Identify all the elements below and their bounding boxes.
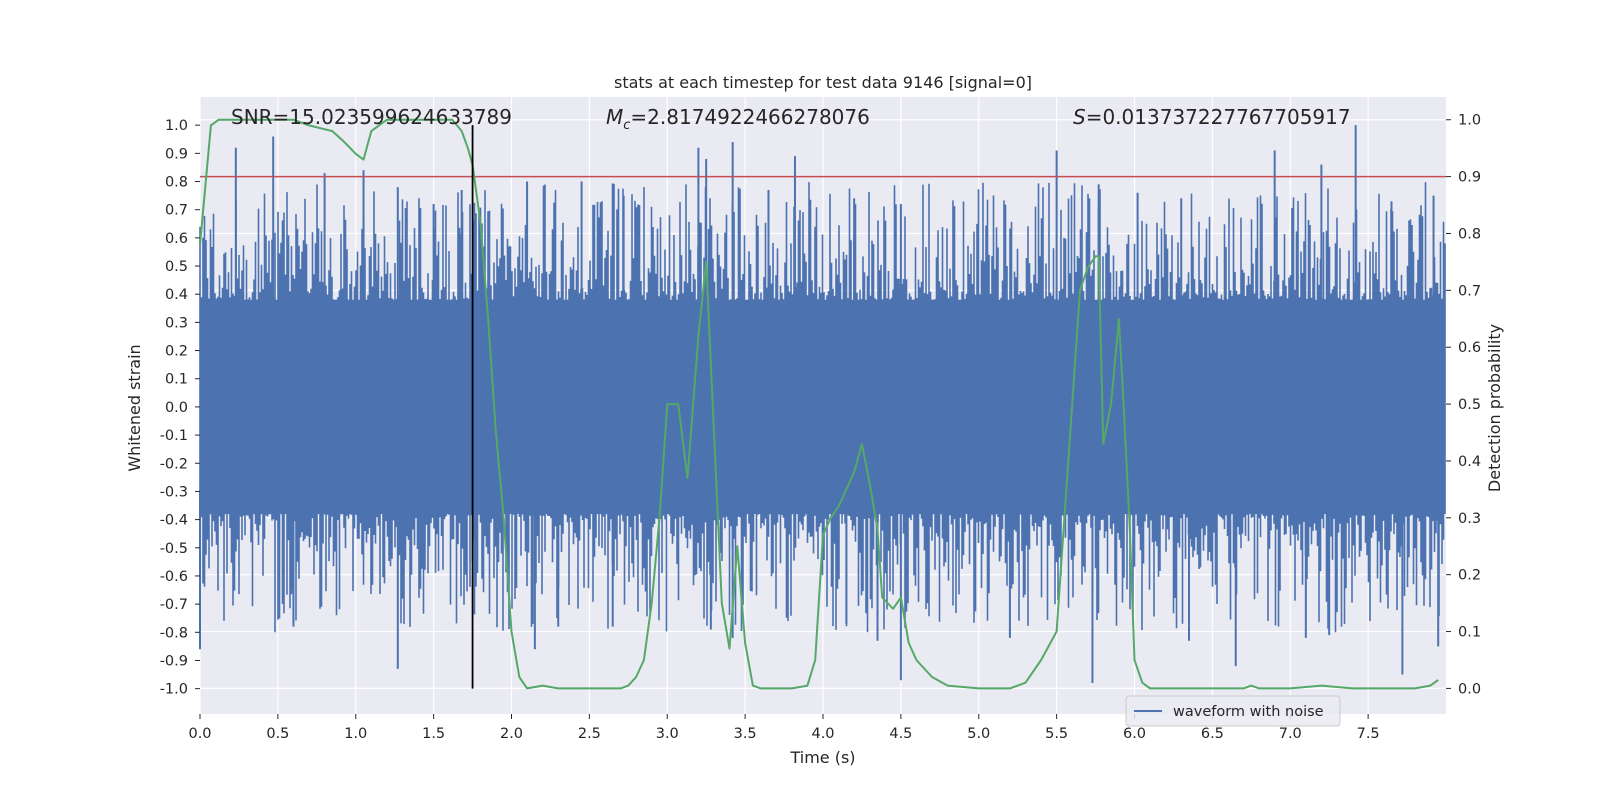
snr-annotation: SNR=15.023599624633789 xyxy=(231,105,512,129)
y2-tick-label: 1.0 xyxy=(1458,113,1481,129)
y2-axis-label: Detection probability xyxy=(1485,324,1504,492)
y-tick-label: 0.9 xyxy=(165,146,188,162)
y2-tick-label: 0.2 xyxy=(1458,568,1481,584)
y-axis-label: Whitened strain xyxy=(125,344,144,471)
y-tick-label: 0.0 xyxy=(165,400,188,416)
x-tick-label: 2.5 xyxy=(578,726,601,742)
y-tick-label: -0.1 xyxy=(160,428,188,444)
y2-tick-label: 0.8 xyxy=(1458,226,1481,242)
y-tick-label: 1.0 xyxy=(165,118,188,134)
x-tick-label: 7.0 xyxy=(1279,726,1302,742)
legend-box xyxy=(1125,695,1341,727)
y-tick-label: -0.7 xyxy=(160,597,188,613)
y-tick-label: 0.7 xyxy=(165,203,188,219)
y-tick-label: 0.2 xyxy=(165,344,188,360)
chart-title: stats at each timestep for test data 914… xyxy=(614,73,1032,92)
y-tick-label: 0.8 xyxy=(165,175,188,191)
y-tick-label: -0.4 xyxy=(160,513,188,529)
mc-subscript: c xyxy=(623,118,630,133)
x-tick-label: 7.5 xyxy=(1357,726,1380,742)
y2-tick-label: 0.0 xyxy=(1458,681,1481,697)
s-value: =0.013737227767705917 xyxy=(1086,105,1351,129)
x-tick-label: 4.5 xyxy=(889,726,912,742)
y-tick-label: -0.3 xyxy=(160,484,188,500)
y-tick-label: 0.3 xyxy=(165,315,188,331)
axis-ticks: 0.0 0.5 1.0 1.5 2.0 2.5 3.0 3.5 4.0 4.5 5.0 5.5 6.0 6… xyxy=(160,113,1481,742)
y2-tick-label: 0.4 xyxy=(1458,454,1481,470)
overlay-lines xyxy=(199,118,1446,690)
x-axis-label: Time (s) xyxy=(789,748,855,767)
y-tick-label: -0.8 xyxy=(160,625,188,641)
waveform-with-noise-series xyxy=(199,125,1446,684)
y2-tick-label: 0.7 xyxy=(1458,283,1481,299)
x-tick-label: 0.0 xyxy=(188,726,211,742)
y-tick-label: -0.9 xyxy=(160,653,188,669)
x-tick-label: 1.5 xyxy=(422,726,445,742)
detection-probability-line xyxy=(199,118,1439,690)
y-tick-label: -0.5 xyxy=(160,541,188,557)
x-tick-label: 2.0 xyxy=(500,726,523,742)
x-tick-label: 5.0 xyxy=(967,726,990,742)
x-tick-label: 3.5 xyxy=(734,726,757,742)
y-tick-label: -0.6 xyxy=(160,569,188,585)
y2-tick-label: 0.5 xyxy=(1458,397,1481,413)
y-tick-label: 0.1 xyxy=(165,372,188,388)
s-symbol: S xyxy=(1073,105,1086,129)
mc-annotation: Mc=2.8174922466278076 xyxy=(606,105,870,133)
y-tick-label: -1.0 xyxy=(160,682,188,698)
x-tick-label: 6.5 xyxy=(1201,726,1224,742)
legend: waveform with noise xyxy=(1125,695,1341,727)
y2-tick-label: 0.3 xyxy=(1458,511,1481,527)
mc-value: =2.8174922466278076 xyxy=(630,105,869,129)
x-tick-label: 5.5 xyxy=(1045,726,1068,742)
y2-tick-label: 0.6 xyxy=(1458,340,1481,356)
mc-symbol: M xyxy=(606,105,623,129)
x-tick-label: 3.0 xyxy=(656,726,679,742)
y-tick-label: -0.2 xyxy=(160,456,188,472)
legend-entry-waveform: waveform with noise xyxy=(1173,704,1324,720)
x-tick-label: 6.0 xyxy=(1123,726,1146,742)
y2-tick-label: 0.9 xyxy=(1458,170,1481,186)
x-tick-label: 0.5 xyxy=(266,726,289,742)
y-tick-label: 0.6 xyxy=(165,231,188,247)
y-tick-label: 0.5 xyxy=(165,259,188,275)
waveform-noise-body xyxy=(199,182,1446,633)
s-annotation: S=0.013737227767705917 xyxy=(1073,105,1351,129)
y2-tick-label: 0.1 xyxy=(1458,625,1481,641)
y-tick-label: 0.4 xyxy=(165,287,188,303)
x-tick-label: 4.0 xyxy=(811,726,834,742)
x-tick-label: 1.0 xyxy=(344,726,367,742)
